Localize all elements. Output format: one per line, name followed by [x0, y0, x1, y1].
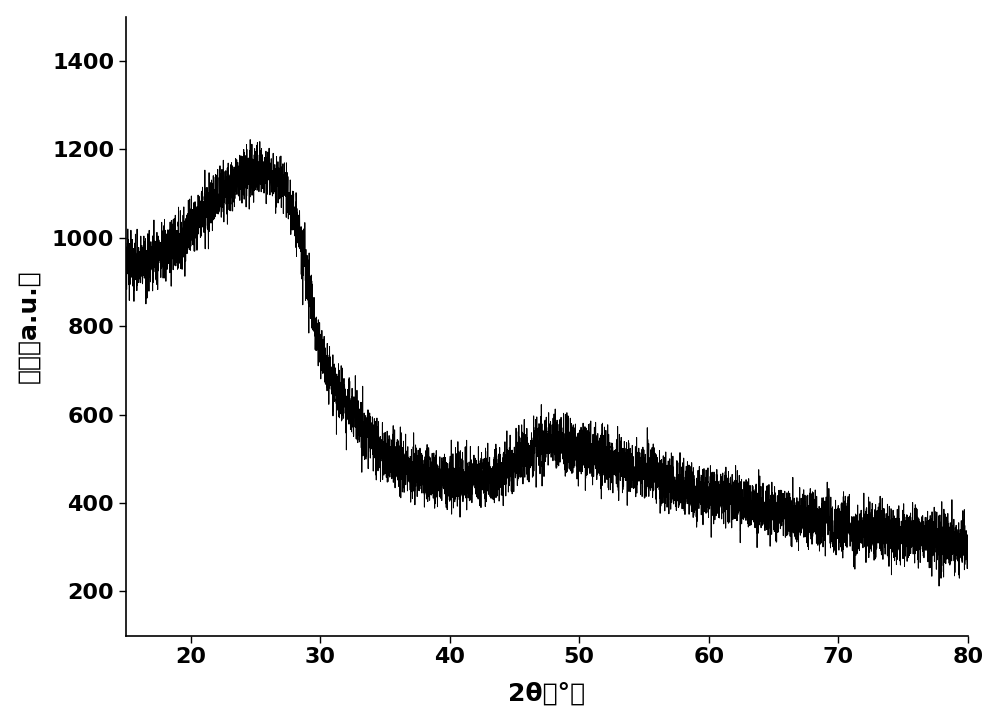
X-axis label: 2θ（°）: 2θ（°）	[508, 682, 585, 705]
Y-axis label: 强度（a.u.）: 强度（a.u.）	[17, 269, 41, 383]
